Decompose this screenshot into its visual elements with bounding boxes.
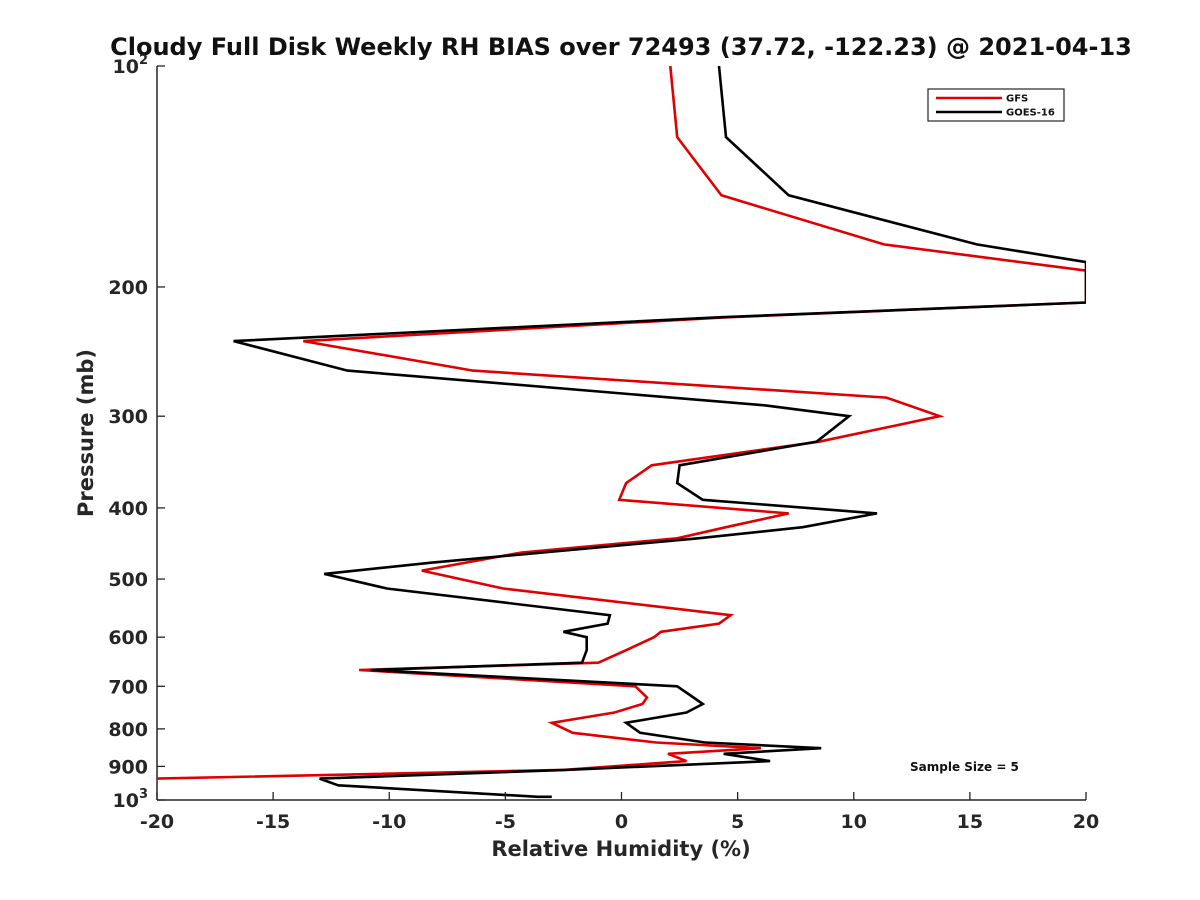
x-tick-label: 20 <box>1073 811 1099 833</box>
x-tick-label: 15 <box>957 811 983 833</box>
series-line-goes-16 <box>233 66 1086 799</box>
legend-box <box>927 88 1065 122</box>
x-tick-label: -15 <box>256 811 290 833</box>
sample-size-note: Sample Size = 5 <box>910 760 1019 774</box>
y-tick-label: 300 <box>108 406 148 428</box>
y-tick-label: 200 <box>108 277 148 299</box>
x-tick-label: -10 <box>372 811 406 833</box>
y-tick-label: 103 <box>113 787 149 812</box>
legend-label: GOES-16 <box>1006 108 1055 119</box>
chart-title: Cloudy Full Disk Weekly RH BIAS over 724… <box>110 33 1132 61</box>
x-tick-label: 0 <box>615 811 628 833</box>
legend-label: GFS <box>1006 94 1028 105</box>
y-tick-label: 500 <box>108 569 148 591</box>
series-line-gfs <box>157 66 1086 780</box>
series-layer <box>157 66 1086 799</box>
x-tick-label: -5 <box>495 811 516 833</box>
x-tick-label: 5 <box>731 811 744 833</box>
y-tick-label: 900 <box>108 756 148 778</box>
y-axis-label: Pressure (mb) <box>74 349 98 517</box>
x-tick-label: 10 <box>841 811 867 833</box>
plot-frame <box>156 66 1086 801</box>
x-tick-label: -20 <box>140 811 174 833</box>
y-tick-label: 400 <box>108 498 148 520</box>
y-tick-label: 600 <box>108 627 148 649</box>
x-axis-ticks: -20 -15 -10 -5 0 5 10 15 20 <box>140 792 1099 833</box>
legend: GFS GOES-16 <box>927 88 1065 122</box>
y-tick-label: 800 <box>108 719 148 741</box>
y-axis-ticks: 102 200 300 400 500 600 700 800 900 103 <box>108 53 165 812</box>
x-axis-label: Relative Humidity (%) <box>491 837 750 861</box>
y-tick-label: 700 <box>108 676 148 698</box>
y-tick-label: 102 <box>113 53 149 78</box>
